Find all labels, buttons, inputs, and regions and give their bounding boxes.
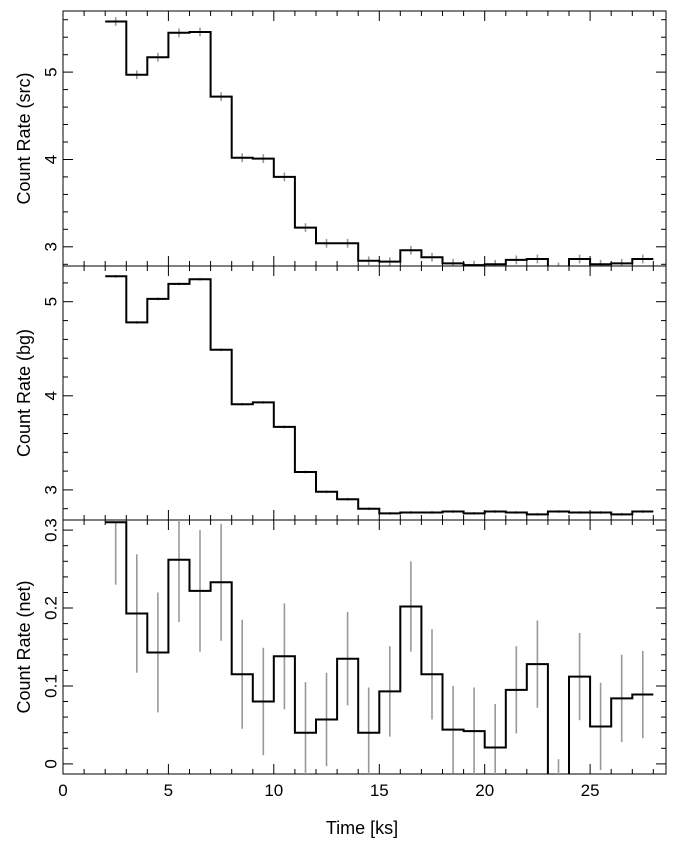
x-tick-label: 25	[581, 781, 600, 800]
y-tick-label: 4	[42, 391, 61, 400]
panel-1: 3 4 5 Count Rate (src)	[14, 10, 667, 267]
plot-frame	[62, 265, 667, 521]
step-series	[105, 20, 654, 266]
y-tick-label: 5	[42, 297, 61, 306]
data-layer	[105, 17, 654, 266]
data-layer	[105, 274, 654, 516]
x-axis-label: Time [ks]	[326, 818, 398, 838]
y-axis-label: Count Rate (bg)	[14, 329, 34, 457]
x-tick-label: 20	[475, 781, 494, 800]
y-tick-label: 0.1	[42, 674, 61, 698]
y-axis-label: Count Rate (net)	[14, 580, 34, 713]
y-tick-label: 0	[42, 759, 61, 768]
y-tick-label: 3	[42, 242, 61, 251]
x-tick-label: 15	[370, 781, 389, 800]
plot-frame	[62, 10, 667, 267]
x-tick-label: 10	[264, 781, 283, 800]
y-axis-label: Count Rate (src)	[14, 72, 34, 204]
data-layer	[105, 520, 654, 774]
x-tick-label: 5	[164, 781, 173, 800]
y-tick-label: 0.2	[42, 596, 61, 620]
y-tick-label: 5	[42, 67, 61, 76]
step-series	[105, 275, 654, 516]
step-series	[105, 521, 654, 774]
y-tick-label: 0.3	[42, 518, 61, 542]
panel-3: 0 0.1 0.2 0.3 Count Rate (net)	[14, 518, 667, 775]
x-tick-label: 0	[58, 781, 67, 800]
plot-frame	[62, 519, 667, 775]
panel-2: 3 4 5 Count Rate (bg)	[14, 265, 667, 521]
y-tick-label: 3	[42, 485, 61, 494]
y-tick-label: 4	[42, 155, 61, 164]
